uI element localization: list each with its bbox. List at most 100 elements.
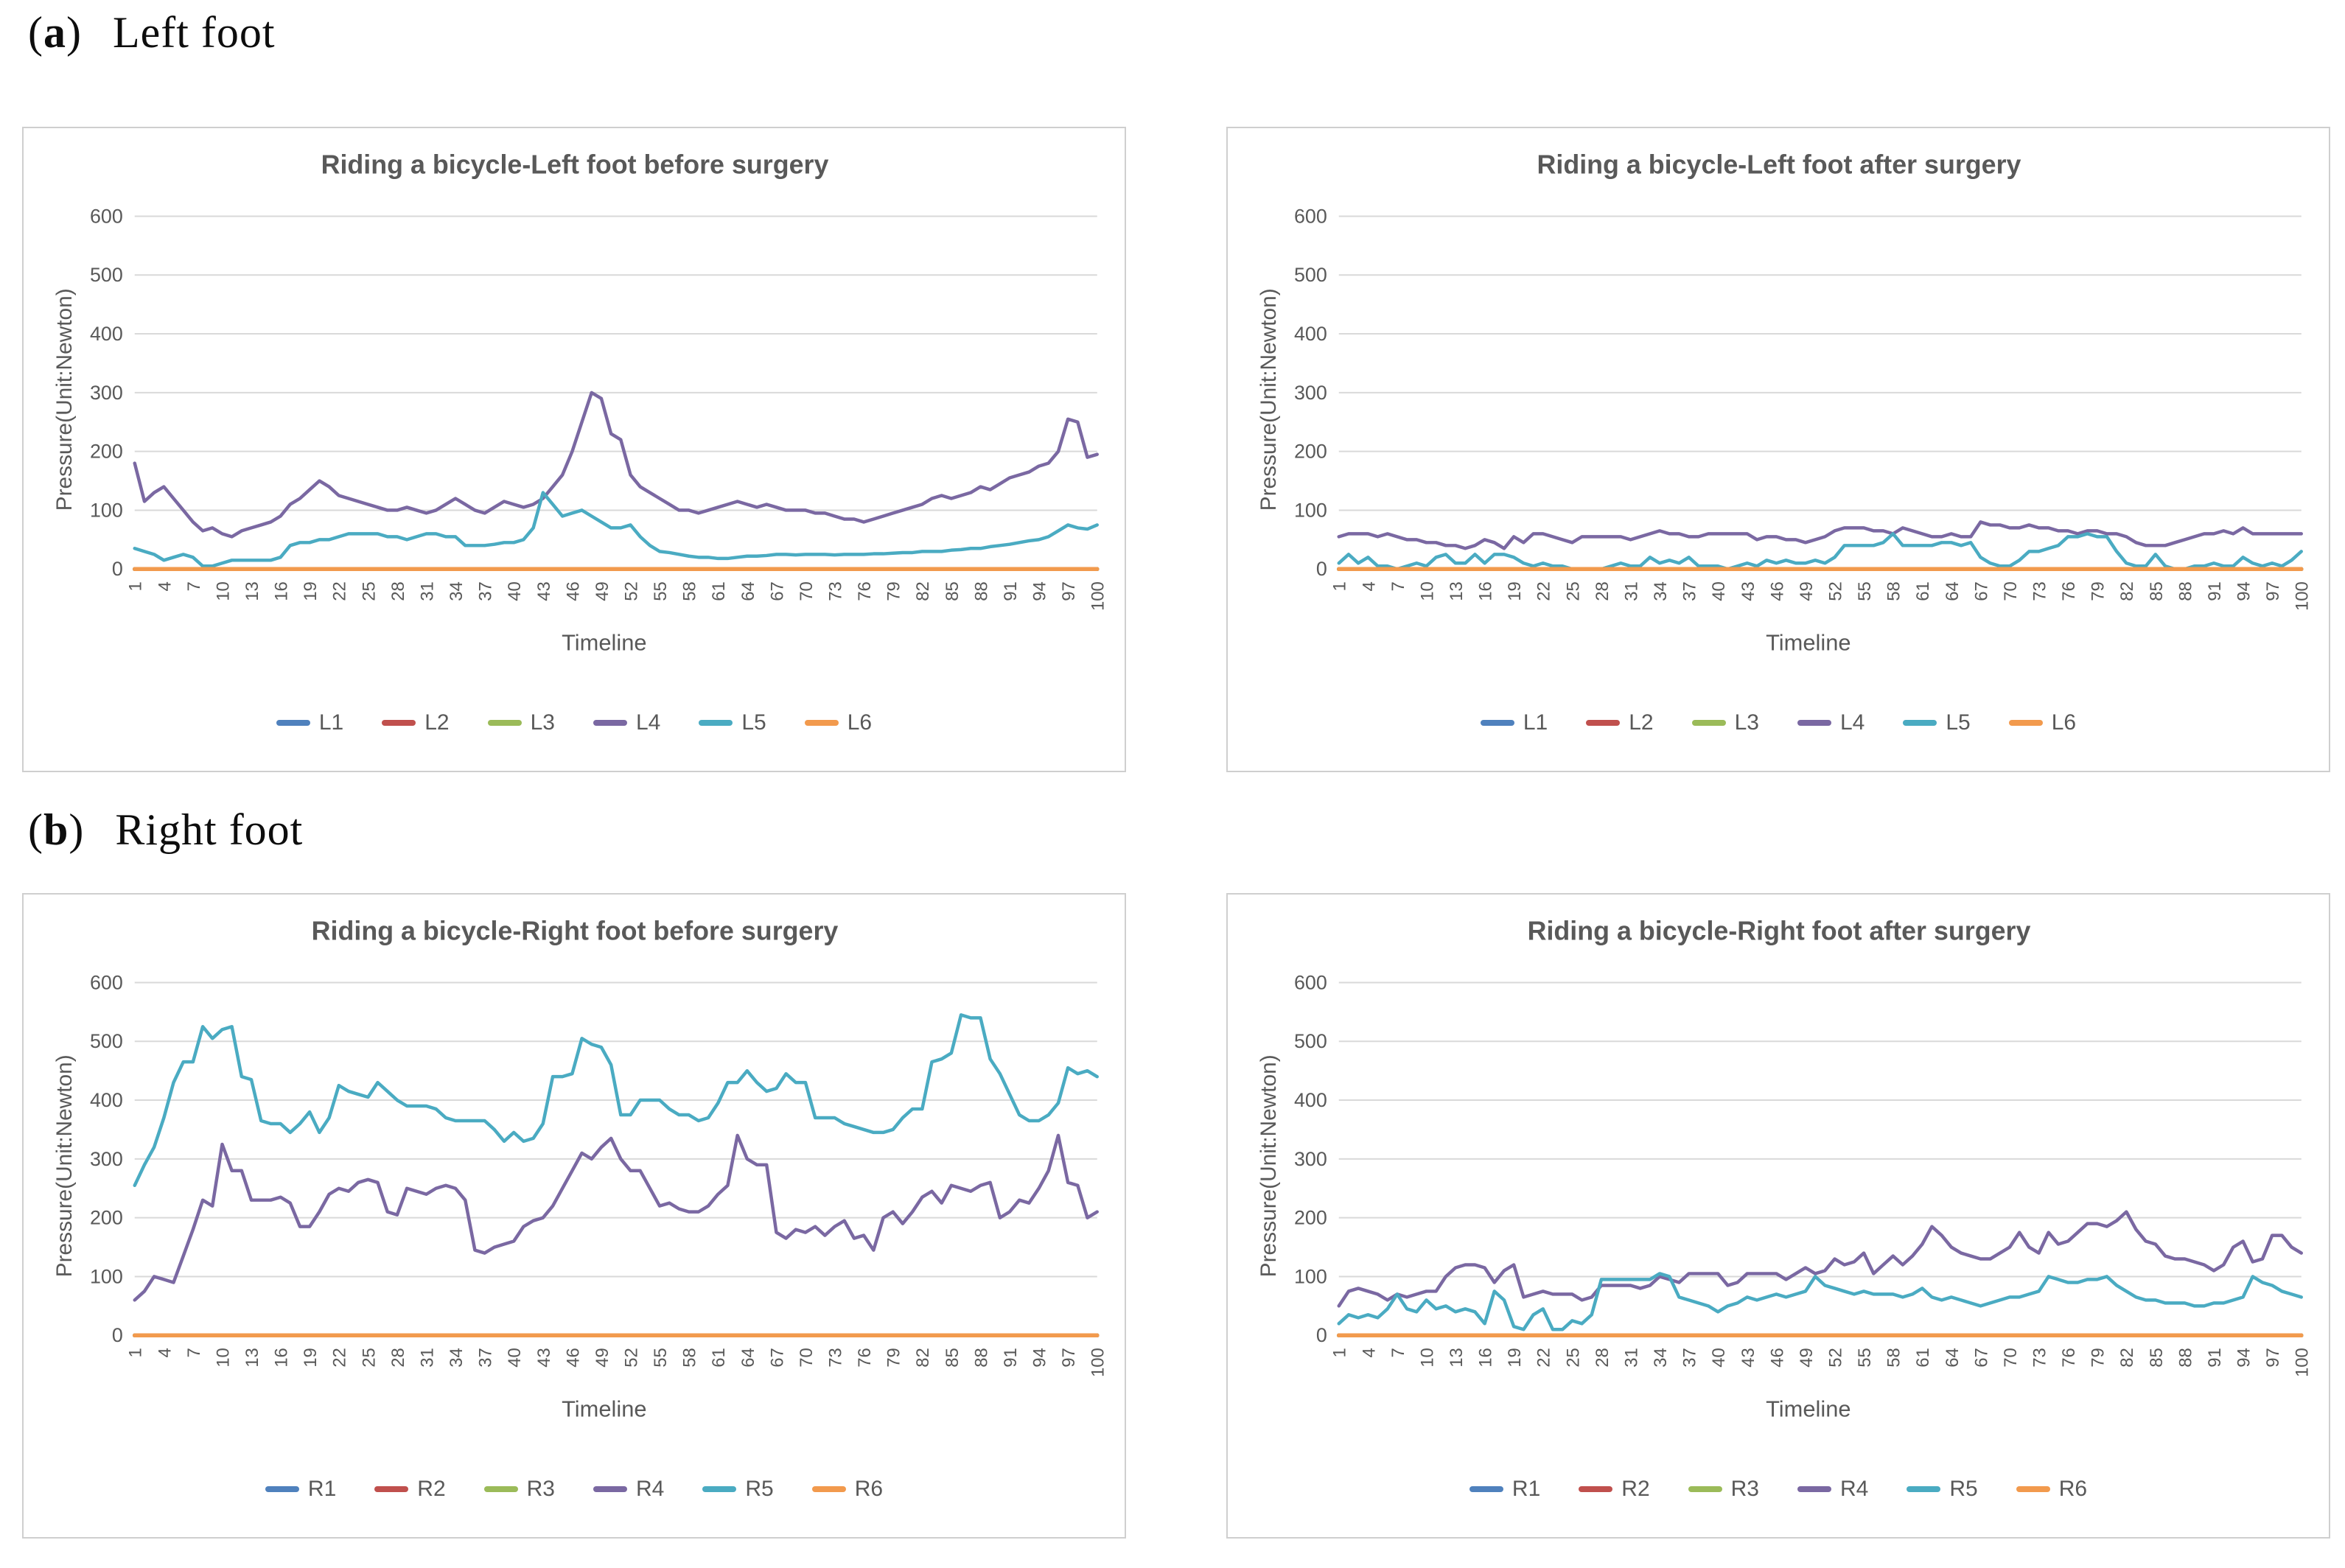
y-tick-label: 200 xyxy=(1294,441,1327,463)
x-tick-label: 25 xyxy=(359,581,379,601)
y-tick-label: 600 xyxy=(90,971,123,993)
x-tick-label: 16 xyxy=(1476,581,1496,601)
series-line-L4 xyxy=(133,391,1099,539)
chart-right-before: 0 100 200 300 400 500 600 1 4 7 10 13 16 19 22 25 28 31 34… xyxy=(52,917,1108,1422)
legend-label: R1 xyxy=(307,1477,337,1501)
y-tick-label: 300 xyxy=(90,1148,123,1170)
legend-item-L2[interactable]: L2 xyxy=(382,710,450,735)
series-line-L5 xyxy=(1337,532,2303,571)
legend-label: L3 xyxy=(530,710,555,735)
chart-title: Riding a bicycle-Right foot before surge… xyxy=(312,917,839,946)
x-axis-title: Timeline xyxy=(562,1396,646,1422)
legend-item-R6[interactable]: R6 xyxy=(811,1477,884,1502)
legend-label: L3 xyxy=(1734,710,1759,735)
x-tick-label: 100 xyxy=(2293,1348,2313,1377)
x-tick-label: 88 xyxy=(971,1348,991,1368)
x-tick-label: 64 xyxy=(1943,1348,1963,1368)
legend-label: R5 xyxy=(745,1477,774,1501)
legend-swatch-icon xyxy=(699,720,733,726)
legend-item-L5[interactable]: L5 xyxy=(699,710,766,735)
x-tick-label: 31 xyxy=(1621,581,1641,601)
legend-item-R3[interactable]: R3 xyxy=(483,1477,555,1502)
x-tick-label: 79 xyxy=(2089,1348,2108,1368)
x-tick-label: 91 xyxy=(1001,1348,1021,1368)
chart-legend: R1 R2 R3 R4 R5 R6 xyxy=(24,1477,1125,1502)
x-tick-label: 55 xyxy=(651,1348,671,1368)
series-line-R4 xyxy=(1337,1210,2303,1308)
x-tick-label: 58 xyxy=(1884,581,1904,601)
legend-label: R1 xyxy=(1512,1477,1541,1501)
x-tick-label: 31 xyxy=(417,1348,437,1368)
legend-label: R6 xyxy=(2058,1477,2088,1501)
x-tick-label: 85 xyxy=(2147,581,2167,601)
x-tick-label: 34 xyxy=(447,581,466,601)
legend-swatch-icon xyxy=(483,1486,518,1492)
legend-item-R3[interactable]: R3 xyxy=(1688,1477,1759,1502)
x-tick-label: 64 xyxy=(738,1348,758,1368)
x-tick-label: 1 xyxy=(1330,1348,1350,1357)
legend-item-L1[interactable]: L1 xyxy=(1480,710,1548,735)
section-a-header: (a) Left foot xyxy=(28,7,276,58)
x-tick-label: 70 xyxy=(2001,1348,2021,1368)
legend-item-R1[interactable]: R1 xyxy=(1469,1477,1540,1502)
legend-label: L2 xyxy=(1629,710,1654,735)
x-tick-label: 70 xyxy=(797,581,817,601)
x-tick-label: 70 xyxy=(797,1348,817,1368)
legend-item-L6[interactable]: L6 xyxy=(804,710,872,735)
legend-item-R4[interactable]: R4 xyxy=(593,1477,664,1502)
x-tick-label: 13 xyxy=(242,581,262,601)
legend-swatch-icon xyxy=(265,1486,299,1492)
chart-panel-right-after: 0 100 200 300 400 500 600 1 4 7 10 13 16 19 22 25 28 31 34… xyxy=(1226,893,2330,1539)
legend-item-L2[interactable]: L2 xyxy=(1586,710,1654,735)
x-tick-label: 82 xyxy=(2117,581,2137,601)
legend-item-L6[interactable]: L6 xyxy=(2008,710,2076,735)
legend-item-L4[interactable]: L4 xyxy=(593,710,660,735)
x-tick-label: 31 xyxy=(417,581,437,601)
legend-label: R6 xyxy=(854,1477,884,1501)
legend-item-R1[interactable]: R1 xyxy=(265,1477,336,1502)
x-tick-label: 67 xyxy=(767,1348,787,1368)
y-tick-label: 400 xyxy=(90,1089,123,1111)
x-tick-label: 73 xyxy=(826,1348,846,1368)
x-tick-label: 37 xyxy=(1680,581,1700,601)
x-tick-label: 88 xyxy=(2175,1348,2195,1368)
x-tick-label: 22 xyxy=(1534,581,1554,601)
y-tick-label: 300 xyxy=(90,382,123,404)
legend-item-L4[interactable]: L4 xyxy=(1797,710,1865,735)
legend-label: R2 xyxy=(417,1477,446,1501)
legend-item-R5[interactable]: R5 xyxy=(702,1477,774,1502)
x-tick-label: 52 xyxy=(1825,581,1845,601)
x-tick-label: 82 xyxy=(913,1348,933,1368)
x-tick-label: 70 xyxy=(2001,581,2021,601)
legend-item-R4[interactable]: R4 xyxy=(1797,1477,1868,1502)
legend-item-L5[interactable]: L5 xyxy=(1903,710,1971,735)
x-tick-label: 28 xyxy=(388,1348,408,1368)
x-tick-label: 76 xyxy=(855,1348,875,1368)
x-tick-label: 25 xyxy=(1563,581,1583,601)
legend-label: L5 xyxy=(1946,710,1971,735)
x-tick-label: 100 xyxy=(1088,1348,1108,1377)
x-tick-label: 64 xyxy=(738,581,758,601)
legend-item-L3[interactable]: L3 xyxy=(1691,710,1759,735)
x-tick-label: 58 xyxy=(680,581,700,601)
x-tick-label: 76 xyxy=(855,581,875,601)
x-tick-label: 43 xyxy=(1738,581,1758,601)
legend-item-R2[interactable]: R2 xyxy=(1579,1477,1650,1502)
x-tick-label: 73 xyxy=(2030,581,2050,601)
legend-item-L3[interactable]: L3 xyxy=(487,710,555,735)
chart-panel-left-after: 0 100 200 300 400 500 600 1 4 7 10 13 16 19 22 25 28 31 34… xyxy=(1226,127,2330,772)
legend-label: R5 xyxy=(1949,1477,1978,1501)
y-tick-label: 100 xyxy=(90,499,123,521)
section-a-title: Left foot xyxy=(112,8,276,57)
y-tick-label: 100 xyxy=(1294,1265,1327,1287)
legend-item-R6[interactable]: R6 xyxy=(2016,1477,2087,1502)
chart-title: Riding a bicycle-Left foot after surgery xyxy=(1537,150,2021,180)
legend-swatch-icon xyxy=(2008,720,2043,726)
legend-swatch-icon xyxy=(804,720,839,726)
x-tick-label: 1 xyxy=(1330,581,1350,591)
x-tick-label: 43 xyxy=(534,1348,554,1368)
legend-label: R2 xyxy=(1621,1477,1650,1501)
legend-item-R5[interactable]: R5 xyxy=(1907,1477,1978,1502)
legend-item-R2[interactable]: R2 xyxy=(374,1477,446,1502)
legend-item-L1[interactable]: L1 xyxy=(276,710,343,735)
